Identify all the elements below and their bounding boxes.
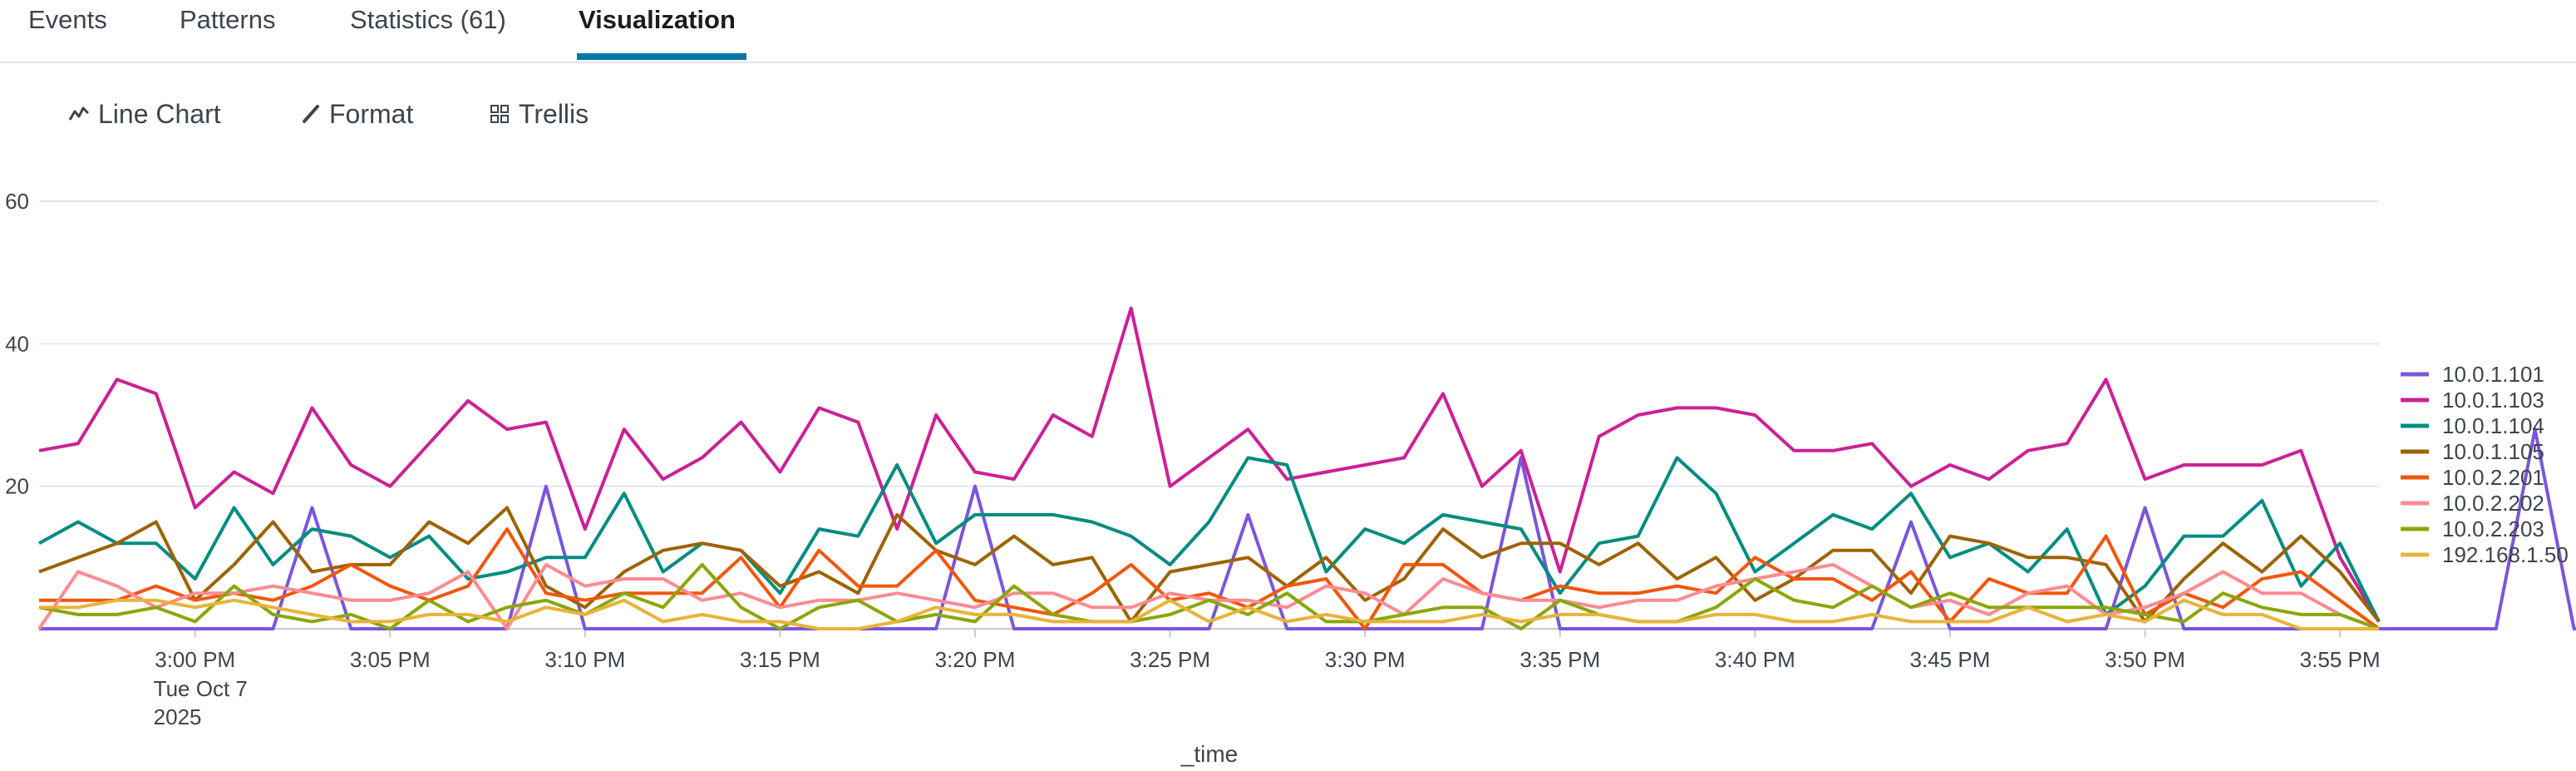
x-axis-ticks: 3:00 PM 3:05 PM 3:10 PM 3:15 PM 3:20 PM 3:25 … (154, 629, 2381, 729)
series-line-10-0-2-201[interactable] (39, 527, 2381, 630)
trellis-label: Trellis (519, 98, 589, 129)
legend-item[interactable]: 10.0.2.203 (2442, 516, 2544, 541)
legend-item[interactable]: 10.0.1.105 (2442, 439, 2544, 464)
x-tick-label: 3:10 PM (544, 647, 625, 672)
tab-bar: Events Patterns Statistics (61) Visualiz… (0, 0, 2576, 63)
line-chart-icon (68, 106, 90, 121)
series-line-10-0-1-101[interactable] (39, 428, 2576, 630)
series-line-10-0-1-103[interactable] (38, 306, 2381, 623)
line-chart-button[interactable]: Line Chart (68, 93, 221, 135)
series-lines (37, 306, 2576, 630)
x-tick-label: 3:40 PM (1715, 647, 1795, 672)
format-button[interactable]: Format (299, 93, 413, 135)
legend-item[interactable]: 10.0.1.101 (2442, 362, 2544, 387)
series-line-192-168-1-50[interactable] (39, 598, 2379, 630)
x-tick-label: 3:20 PM (935, 647, 1016, 672)
x-tick-label: 3:50 PM (2105, 647, 2185, 672)
tab-statistics[interactable]: Statistics (61) (350, 5, 506, 34)
brush-icon (303, 105, 319, 123)
x-tick-label: 3:25 PM (1130, 647, 1210, 672)
tab-events[interactable]: Events (28, 5, 107, 34)
x-tick-label: 3:00 PM (155, 647, 235, 672)
x-tick-label: 3:30 PM (1325, 647, 1406, 672)
active-tab-indicator (577, 53, 746, 60)
y-tick-label: 60 (5, 189, 29, 214)
legend-item[interactable]: 10.0.2.201 (2442, 465, 2544, 490)
series-line-10-0-2-203[interactable] (38, 562, 2380, 630)
x-tick-sublabel: Tue Oct 7 (154, 676, 248, 701)
line-chart-label: Line Chart (98, 98, 221, 129)
x-tick-label: 3:45 PM (1910, 647, 1991, 672)
tab-visualization[interactable]: Visualization (579, 5, 736, 34)
tab-patterns[interactable]: Patterns (180, 5, 276, 34)
grid-icon (490, 105, 509, 123)
legend-item[interactable]: 192.168.1.50 (2442, 542, 2569, 567)
legend-item[interactable]: 10.0.2.202 (2442, 491, 2544, 516)
series-line-10-0-2-202[interactable] (37, 562, 2380, 630)
format-label: Format (329, 98, 414, 129)
x-tick-label: 3:55 PM (2300, 647, 2381, 672)
legend-item[interactable]: 10.0.1.103 (2442, 388, 2544, 413)
y-tick-label: 20 (5, 474, 29, 499)
series-line-10-0-1-105[interactable] (38, 506, 2381, 624)
x-tick-label: 3:05 PM (350, 647, 431, 672)
trellis-button[interactable]: Trellis (489, 93, 589, 135)
y-axis-ticks: 20 40 60 (5, 189, 29, 499)
x-tick-sublabel: 2025 (154, 704, 202, 729)
x-tick-label: 3:15 PM (740, 647, 820, 672)
series-line-10-0-1-104[interactable] (38, 456, 2381, 623)
x-axis-label: _time (1180, 741, 1238, 767)
x-tick-label: 3:35 PM (1519, 647, 1600, 672)
legend: 10.0.1.10110.0.1.10310.0.1.10410.0.1.105… (2401, 362, 2569, 567)
y-tick-label: 40 (5, 331, 29, 356)
legend-item[interactable]: 10.0.1.104 (2442, 413, 2544, 438)
